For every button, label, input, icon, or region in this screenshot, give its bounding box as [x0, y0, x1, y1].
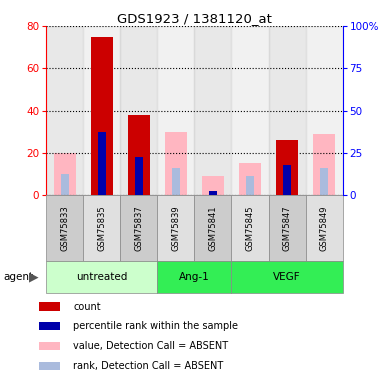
Bar — [209, 191, 217, 195]
Text: GSM75841: GSM75841 — [208, 205, 218, 251]
Text: untreated: untreated — [76, 272, 127, 282]
Bar — [306, 195, 343, 261]
Text: GSM75849: GSM75849 — [320, 205, 329, 251]
Bar — [128, 115, 150, 195]
Bar — [38, 362, 60, 370]
Bar — [202, 176, 224, 195]
Bar — [120, 26, 157, 195]
Text: agent: agent — [4, 272, 34, 282]
Bar — [60, 174, 69, 195]
Bar — [83, 26, 120, 195]
Bar — [276, 140, 298, 195]
Bar — [172, 168, 180, 195]
Bar — [120, 195, 157, 261]
Bar — [38, 342, 60, 350]
Text: Ang-1: Ang-1 — [179, 272, 210, 282]
Text: value, Detection Call = ABSENT: value, Detection Call = ABSENT — [73, 341, 228, 351]
Text: GSM75839: GSM75839 — [171, 205, 181, 251]
Bar — [268, 26, 306, 195]
Text: rank, Detection Call = ABSENT: rank, Detection Call = ABSENT — [73, 361, 223, 371]
Text: GSM75837: GSM75837 — [134, 205, 143, 251]
Text: GSM75835: GSM75835 — [97, 205, 106, 251]
Bar — [283, 165, 291, 195]
Bar — [54, 153, 76, 195]
Text: GSM75833: GSM75833 — [60, 205, 69, 251]
Bar — [194, 195, 231, 261]
Bar — [231, 195, 268, 261]
Bar — [194, 26, 231, 195]
Bar — [157, 261, 231, 292]
Bar — [90, 37, 113, 195]
Bar — [135, 157, 143, 195]
Bar — [320, 168, 328, 195]
Bar — [268, 195, 306, 261]
Bar — [157, 195, 194, 261]
Text: count: count — [73, 302, 101, 312]
Bar — [231, 261, 343, 292]
Bar — [231, 26, 268, 195]
Bar — [97, 132, 106, 195]
Text: percentile rank within the sample: percentile rank within the sample — [73, 321, 238, 332]
Bar — [306, 26, 343, 195]
Bar — [239, 164, 261, 195]
Bar — [38, 303, 60, 310]
Text: VEGF: VEGF — [273, 272, 301, 282]
Bar — [38, 322, 60, 330]
Bar — [246, 176, 254, 195]
Bar — [83, 195, 120, 261]
Bar — [46, 26, 83, 195]
Bar — [165, 132, 187, 195]
Bar — [157, 26, 194, 195]
Bar — [46, 261, 157, 292]
Text: ▶: ▶ — [29, 270, 38, 283]
Bar — [313, 134, 335, 195]
Text: GSM75847: GSM75847 — [283, 205, 291, 251]
Bar — [46, 195, 83, 261]
Bar — [209, 191, 217, 195]
Title: GDS1923 / 1381120_at: GDS1923 / 1381120_at — [117, 12, 272, 25]
Text: GSM75845: GSM75845 — [246, 205, 254, 251]
